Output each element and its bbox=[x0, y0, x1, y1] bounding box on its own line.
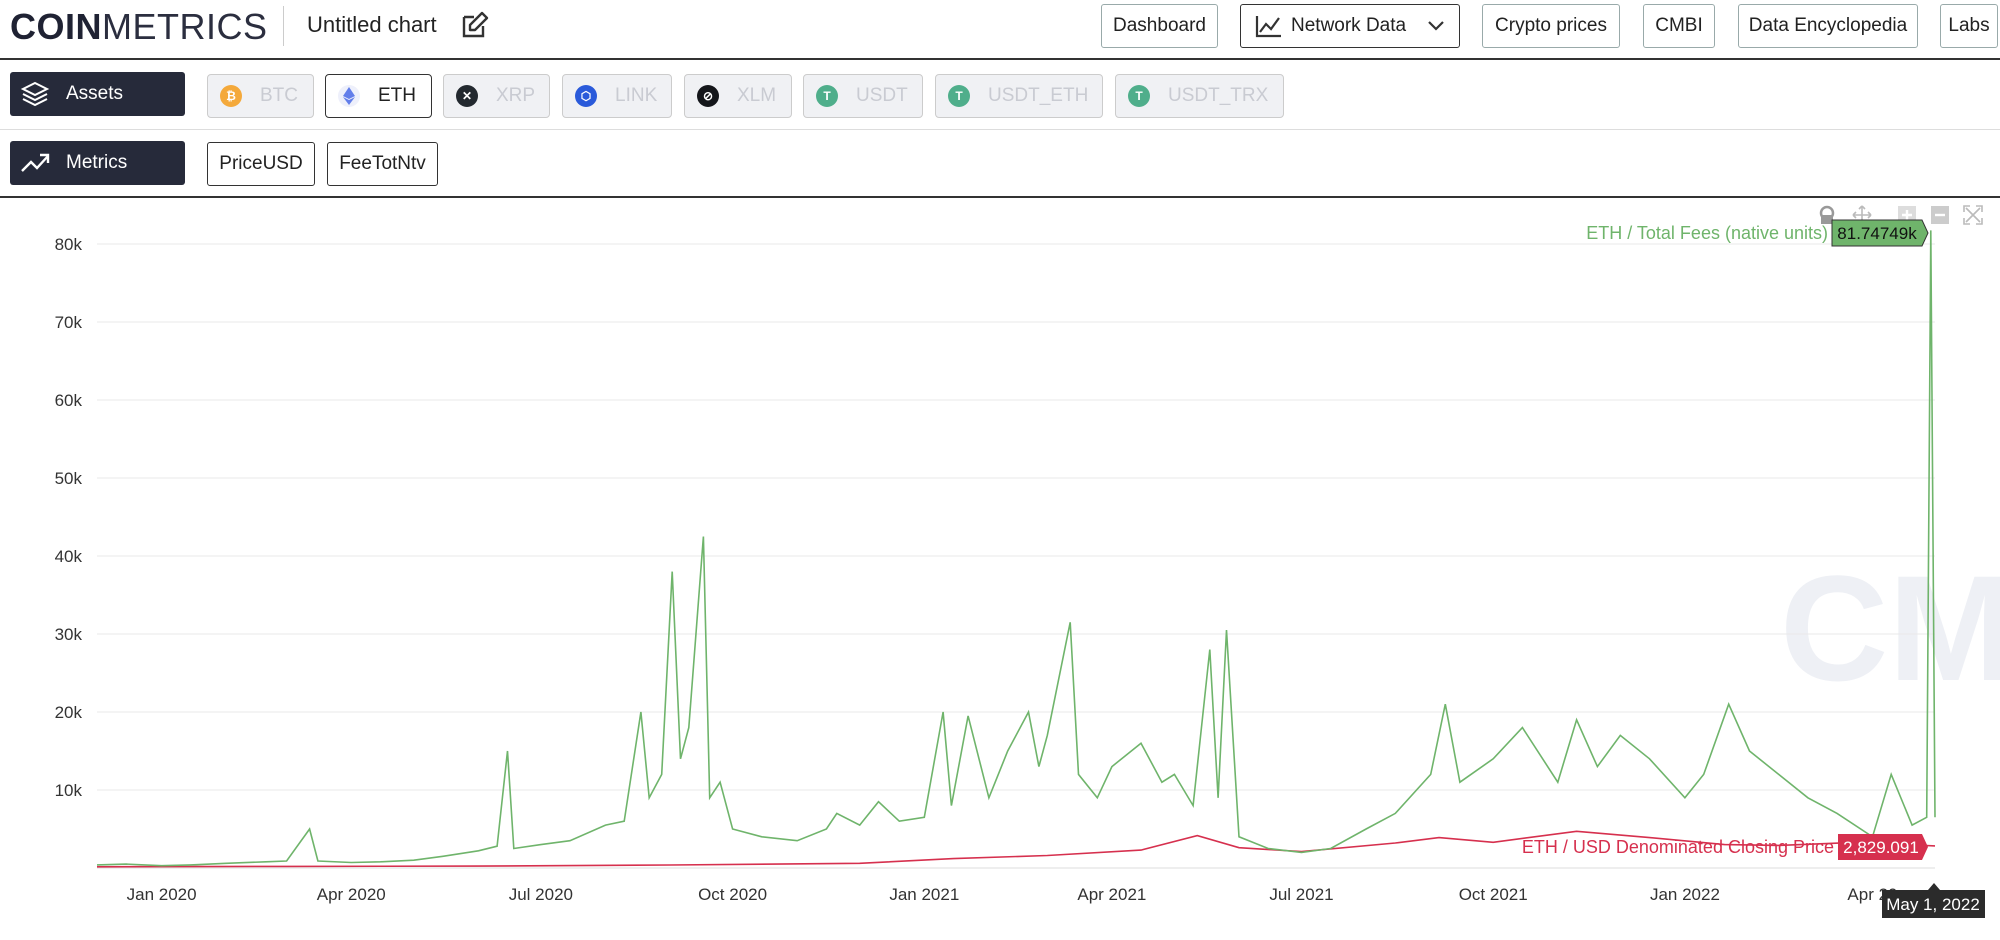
asset-chip-xlm[interactable]: ⊘ XLM bbox=[684, 74, 792, 118]
asset-chip-eth[interactable]: ETH bbox=[325, 74, 432, 118]
labs-button[interactable]: Labs bbox=[1940, 4, 1998, 48]
network-data-label: Network Data bbox=[1291, 15, 1407, 36]
trending-up-icon bbox=[21, 153, 50, 172]
asset-chip-usdt-trx[interactable]: T USDT_TRX bbox=[1115, 74, 1284, 118]
price-series-name: ETH / USD Denominated Closing Price bbox=[1522, 837, 1834, 857]
asset-chip-usdt[interactable]: T USDT bbox=[803, 74, 923, 118]
metrics-row: Metrics PriceUSD FeeTotNtv bbox=[0, 130, 2000, 198]
asset-chip-link[interactable]: ⬡ LINK bbox=[562, 74, 672, 118]
metric-feetotntv-button[interactable]: FeeTotNtv bbox=[327, 142, 438, 186]
x-tick-label: Oct 2020 bbox=[698, 885, 767, 904]
pan-icon[interactable] bbox=[1851, 204, 1873, 226]
edit-icon[interactable] bbox=[460, 10, 490, 40]
y-tick-label: 40k bbox=[55, 547, 83, 566]
y-tick-label: 20k bbox=[55, 703, 83, 722]
usdt-trx-icon: T bbox=[1128, 85, 1150, 107]
cmbi-button[interactable]: CMBI bbox=[1643, 4, 1715, 48]
price-value-label: 2,829.091 bbox=[1843, 838, 1919, 857]
usdt-eth-icon: T bbox=[948, 85, 970, 107]
fees-series-name: ETH / Total Fees (native units) bbox=[1586, 223, 1828, 243]
usdt-icon: T bbox=[816, 85, 838, 107]
network-data-dropdown[interactable]: Network Data bbox=[1240, 4, 1460, 48]
line-chart-icon bbox=[1255, 16, 1281, 38]
dashboard-button[interactable]: Dashboard bbox=[1101, 4, 1218, 48]
x-tick-label: Jan 2022 bbox=[1650, 885, 1720, 904]
metric-priceusd-button[interactable]: PriceUSD bbox=[207, 142, 315, 186]
divider bbox=[283, 6, 284, 46]
price-value-badge bbox=[1838, 834, 1928, 860]
link-icon: ⬡ bbox=[575, 85, 597, 107]
y-tick-label: 80k bbox=[55, 235, 83, 254]
data-encyclopedia-button[interactable]: Data Encyclopedia bbox=[1738, 4, 1918, 48]
crypto-prices-button[interactable]: Crypto prices bbox=[1482, 4, 1620, 48]
y-tick-label: 50k bbox=[55, 469, 83, 488]
lock-icon[interactable] bbox=[1816, 204, 1838, 226]
coinmetrics-logo[interactable]: COINMETRICS bbox=[10, 6, 268, 47]
y-tick-label: 70k bbox=[55, 313, 83, 332]
y-tick-label: 10k bbox=[55, 781, 83, 800]
fullscreen-icon[interactable] bbox=[1962, 204, 1984, 226]
eth-icon bbox=[338, 85, 360, 107]
btc-icon: ₿ bbox=[220, 85, 242, 107]
cm-watermark: CM bbox=[1780, 544, 2000, 712]
x-tick-label: Oct 2021 bbox=[1459, 885, 1528, 904]
x-tick-label: Apr 2020 bbox=[317, 885, 386, 904]
x-tick-label: Jul 2021 bbox=[1269, 885, 1333, 904]
chart-title[interactable]: Untitled chart bbox=[307, 12, 437, 37]
y-tick-label: 30k bbox=[55, 625, 83, 644]
xlm-icon: ⊘ bbox=[697, 85, 719, 107]
metrics-label: Metrics bbox=[10, 141, 185, 185]
top-bar: COINMETRICS Untitled chart Dashboard Net… bbox=[0, 0, 2000, 60]
asset-chip-xrp[interactable]: ✕ XRP bbox=[443, 74, 550, 118]
assets-row: Assets ₿ BTC ETH ✕ XRP ⬡ LINK ⊘ XLM T US… bbox=[0, 62, 2000, 130]
price-series-line bbox=[96, 830, 1936, 868]
fees-series-line bbox=[96, 230, 1936, 867]
zoom-out-icon[interactable] bbox=[1929, 204, 1951, 226]
asset-chip-usdt-eth[interactable]: T USDT_ETH bbox=[935, 74, 1103, 118]
cursor-date-badge bbox=[1882, 883, 1985, 918]
x-tick-label: Jan 2020 bbox=[127, 885, 197, 904]
chevron-down-icon bbox=[1428, 21, 1444, 31]
x-tick-label: Jul 2020 bbox=[509, 885, 573, 904]
xrp-icon: ✕ bbox=[456, 85, 478, 107]
y-tick-label: 60k bbox=[55, 391, 83, 410]
fees-value-label: 81.74749k bbox=[1837, 224, 1917, 243]
assets-label: Assets bbox=[10, 72, 185, 116]
chart-area[interactable]: CM 10k 20k 30k 40k 50k 60k 70k 80k Jan 2020 Apr 20… bbox=[0, 200, 2000, 940]
x-tick-label: Apr 2021 bbox=[1077, 885, 1146, 904]
x-tick-label: Jan 2021 bbox=[889, 885, 959, 904]
cursor-date-label: May 1, 2022 bbox=[1886, 895, 1980, 914]
layers-icon bbox=[20, 81, 50, 107]
asset-chip-btc[interactable]: ₿ BTC bbox=[207, 74, 314, 118]
fees-value-badge bbox=[1831, 219, 1929, 247]
